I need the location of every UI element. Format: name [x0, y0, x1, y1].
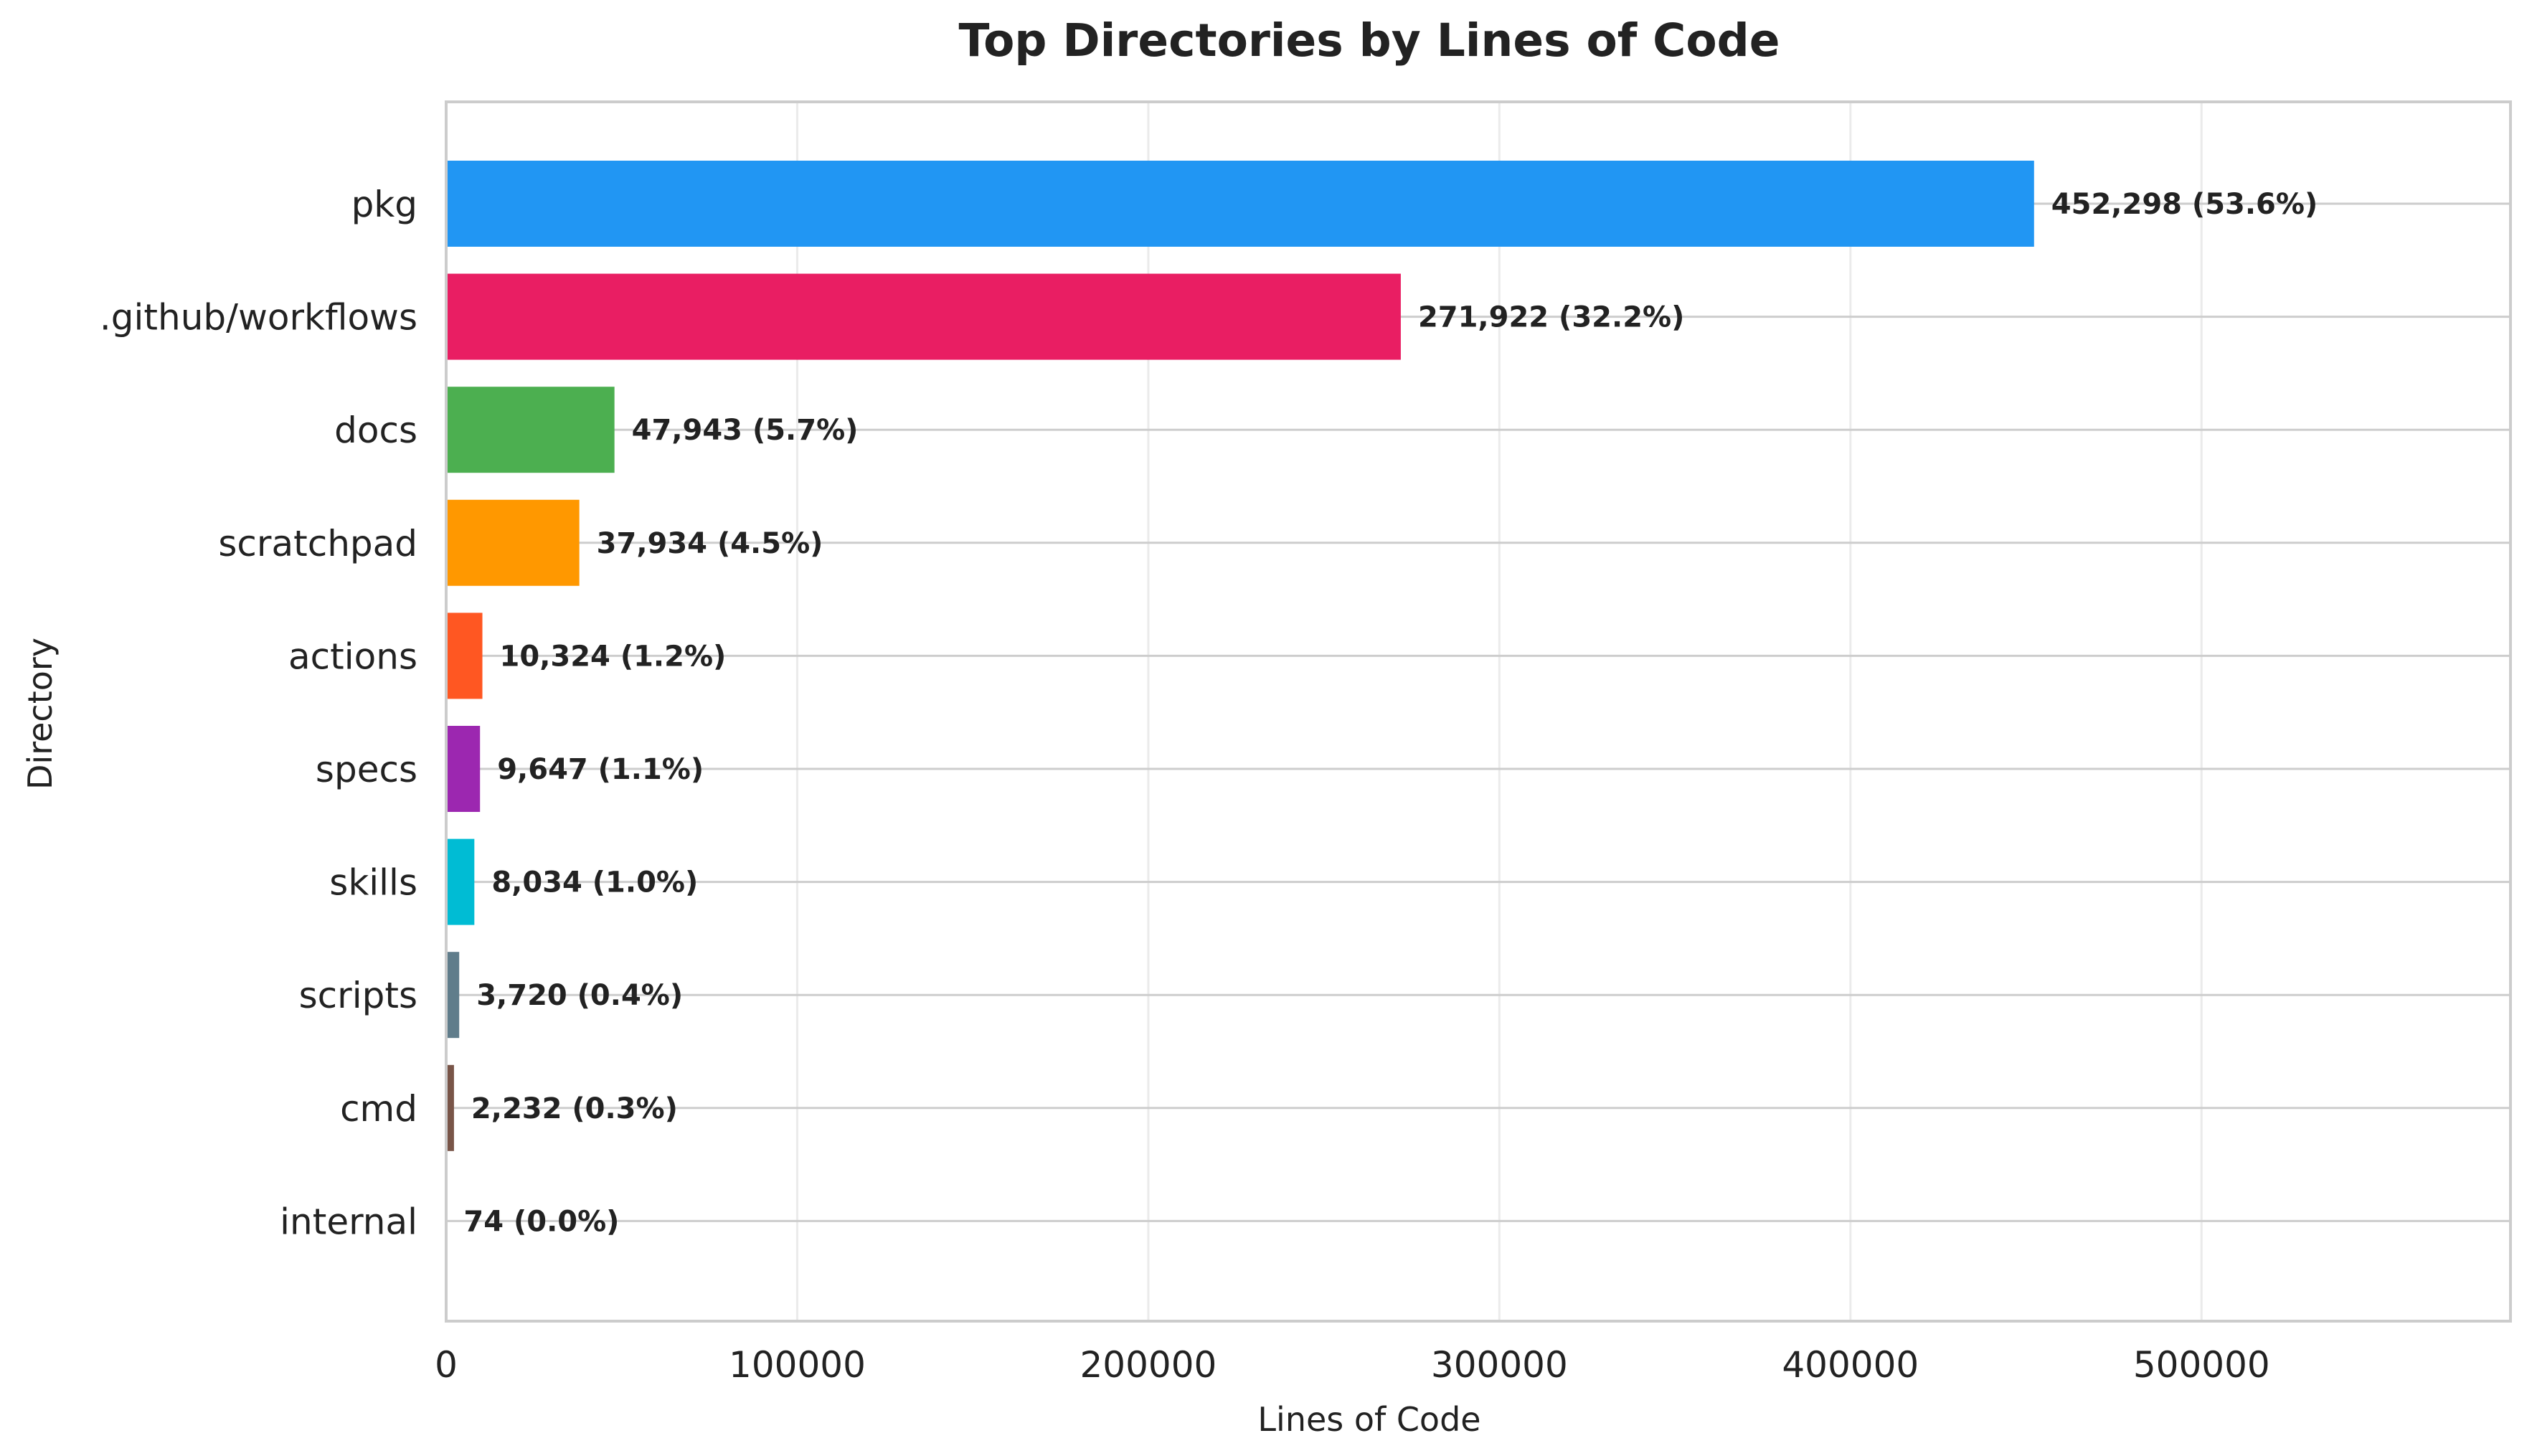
plot-frame — [445, 100, 2512, 1323]
bar-value-label: 2,232 (0.3%) — [471, 1092, 678, 1125]
bars — [446, 161, 2034, 1264]
y-tick-label: actions — [288, 635, 417, 677]
y-tick-label: cmd — [340, 1088, 417, 1130]
bar-value-label: 8,034 (1.0%) — [491, 866, 698, 899]
x-tick-label: 400000 — [1782, 1344, 1919, 1386]
x-axis-label: Lines of Code — [1257, 1400, 1480, 1439]
bar-docs — [446, 387, 615, 473]
x-tick-label: 100000 — [729, 1344, 866, 1386]
x-tick-label: 0 — [435, 1344, 458, 1386]
y-tick-label: internal — [280, 1201, 417, 1242]
x-tick-label: 300000 — [1431, 1344, 1568, 1386]
bar-value-label: 271,922 (32.2%) — [1418, 301, 1684, 334]
y-tick-label: skills — [329, 862, 417, 904]
chart-title: Top Directories by Lines of Code — [959, 14, 1780, 67]
bar-value-label: 47,943 (5.7%) — [632, 414, 859, 447]
bar-value-label: 3,720 (0.4%) — [476, 979, 683, 1012]
y-tick-label: specs — [316, 749, 417, 790]
bar-scripts — [446, 952, 460, 1039]
y-tick-label: scratchpad — [218, 523, 417, 564]
bar-specs — [446, 726, 481, 812]
bar-github-workflows — [446, 273, 1401, 360]
x-tick-label: 200000 — [1080, 1344, 1217, 1386]
bar-value-label: 10,324 (1.2%) — [500, 640, 727, 673]
data-labels: 452,298 (53.6%) 271,922 (32.2%) 47,943 (5.… — [463, 188, 2318, 1238]
bar-skills — [446, 838, 475, 925]
y-axis-label: Directory — [21, 638, 60, 790]
bar-pkg — [446, 161, 2034, 247]
x-tick-labels: 0 100000 200000 300000 400000 500000 — [435, 1344, 2270, 1386]
y-tick-labels: pkg .github/workflows docs scratchpad action… — [100, 184, 417, 1242]
bar-value-label: 37,934 (4.5%) — [597, 527, 823, 560]
bar-scratchpad — [446, 499, 580, 586]
bar-actions — [446, 613, 483, 699]
bar-cmd — [446, 1064, 454, 1151]
y-tick-label: docs — [334, 410, 417, 451]
y-tick-label: pkg — [351, 184, 417, 225]
bar-value-label: 452,298 (53.6%) — [2051, 188, 2318, 221]
bar-value-label: 9,647 (1.1%) — [497, 753, 704, 786]
y-tick-label: scripts — [299, 975, 417, 1016]
bar-value-label: 74 (0.0%) — [463, 1205, 619, 1238]
y-tick-label: .github/workflows — [100, 297, 417, 339]
x-tick-label: 500000 — [2133, 1344, 2270, 1386]
